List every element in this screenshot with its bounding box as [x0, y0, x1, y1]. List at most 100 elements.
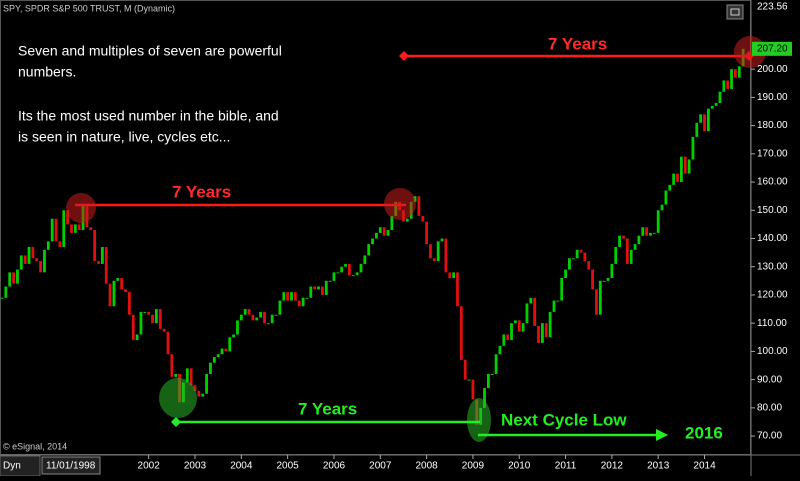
candle	[587, 261, 591, 270]
candle	[239, 314, 243, 321]
candle	[147, 311, 151, 315]
candle	[266, 323, 270, 325]
highlight	[467, 398, 491, 442]
candle	[583, 252, 587, 262]
y-tick-label: 190.00	[757, 92, 788, 103]
candle	[390, 215, 394, 231]
candle	[201, 393, 205, 397]
candle	[16, 269, 19, 284]
candle	[726, 80, 730, 89]
candle	[135, 334, 139, 341]
candle	[718, 91, 722, 104]
candle	[564, 269, 567, 279]
candle	[320, 286, 324, 295]
candle	[598, 280, 602, 315]
x-tick-label: 2011	[555, 461, 577, 472]
candle	[54, 218, 58, 242]
start-date: 11/01/1998	[46, 461, 96, 472]
candle	[490, 373, 494, 375]
candle	[309, 286, 313, 298]
y-tick-label: 170.00	[757, 148, 788, 159]
candle	[502, 334, 506, 346]
candle	[317, 286, 320, 290]
candle	[471, 379, 475, 400]
x-tick-label: 2014	[693, 461, 716, 472]
candle	[351, 275, 355, 277]
candle	[151, 314, 154, 324]
candle	[127, 292, 131, 315]
candle	[629, 249, 633, 264]
candle	[405, 218, 409, 222]
candle	[641, 227, 645, 236]
candle	[367, 244, 371, 256]
candle	[340, 266, 344, 273]
candle	[251, 314, 255, 321]
candle	[35, 258, 39, 262]
y-tick-label: 140.00	[757, 233, 788, 244]
candle	[228, 337, 232, 352]
window-button[interactable]	[726, 4, 744, 20]
candle	[517, 320, 521, 332]
candle	[618, 235, 621, 247]
candle	[355, 272, 359, 276]
candle	[633, 244, 637, 250]
note: Seven and multiples of seven are powerfu…	[18, 43, 282, 59]
candle	[494, 354, 498, 374]
candle	[0, 297, 4, 299]
candle	[429, 244, 432, 259]
candle	[216, 354, 220, 358]
candle	[263, 311, 266, 324]
candle	[27, 246, 31, 264]
candle	[143, 311, 147, 313]
candle	[282, 292, 286, 301]
candle	[425, 221, 428, 245]
candle	[274, 314, 278, 316]
candle	[336, 272, 340, 274]
candle	[467, 379, 471, 381]
candle	[162, 328, 166, 332]
candle	[691, 136, 695, 160]
candle	[50, 218, 54, 242]
candle	[116, 278, 120, 281]
candle	[66, 210, 70, 225]
candle	[710, 105, 714, 109]
candle	[722, 80, 726, 92]
candle	[560, 278, 564, 301]
candle	[486, 373, 490, 389]
candle	[672, 173, 676, 185]
candle	[255, 317, 259, 321]
candle	[568, 258, 571, 270]
x-tick-label: 2003	[184, 461, 207, 472]
candle	[541, 323, 544, 343]
y-tick-label: 70.00	[757, 431, 782, 442]
candle	[649, 232, 652, 236]
candle	[382, 227, 386, 236]
candle	[290, 292, 293, 301]
candle	[62, 210, 66, 247]
candle	[521, 323, 525, 332]
candle	[70, 224, 73, 233]
candle	[108, 283, 112, 307]
candle	[703, 114, 706, 132]
candle	[243, 309, 247, 315]
candle	[209, 362, 212, 374]
y-tick-label: 120.00	[757, 290, 788, 301]
candle	[706, 108, 710, 132]
candle	[73, 224, 77, 233]
y-tick-label: 200.00	[757, 64, 788, 75]
candle	[8, 272, 12, 287]
candle	[89, 227, 93, 231]
cycle-label: 7 Years	[298, 399, 357, 418]
candle	[734, 69, 737, 78]
next-label: Next Cycle Low	[501, 410, 627, 429]
last-price-label: 207.20	[757, 43, 788, 54]
diamond	[399, 51, 409, 61]
y-tick-label: 110.00	[757, 318, 787, 329]
candle	[363, 255, 367, 264]
candle	[664, 190, 668, 205]
candle	[224, 348, 228, 352]
candle	[440, 238, 444, 242]
candle	[436, 241, 440, 262]
y-tick-label: 160.00	[757, 177, 788, 188]
